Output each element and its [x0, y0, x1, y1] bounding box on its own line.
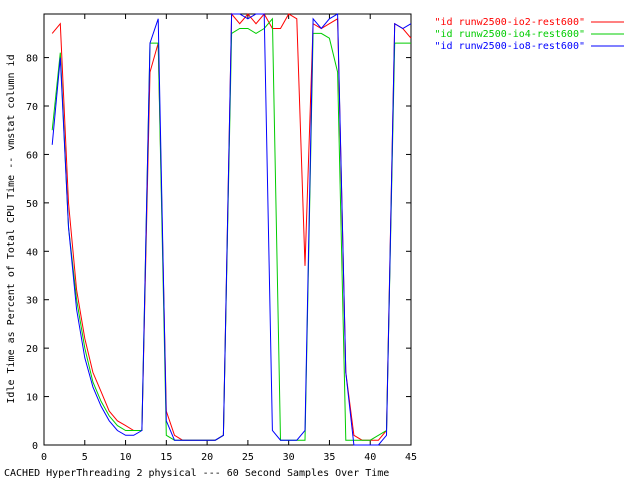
- x-tick-label: 0: [41, 452, 47, 463]
- x-tick-label: 15: [160, 452, 172, 463]
- x-tick-label: 35: [323, 452, 335, 463]
- y-tick-label: 40: [26, 247, 38, 258]
- series-lines: [51, 12, 412, 446]
- series-line-3: [51, 13, 412, 446]
- x-tick-label: 25: [242, 452, 254, 463]
- legend-label-3: "id runw2500-io8-rest600": [434, 41, 585, 52]
- x-tick-label: 30: [283, 452, 295, 463]
- y-tick-label: 30: [26, 296, 38, 307]
- legend-label-1: "id runw2500-io2-rest600": [434, 17, 585, 28]
- y-tick-label: 50: [26, 199, 38, 210]
- y-tick-label: 70: [26, 102, 38, 113]
- legend-label-2: "id runw2500-io4-rest600": [434, 29, 585, 40]
- series-line-2: [51, 17, 411, 441]
- y-tick-label: 0: [32, 441, 38, 452]
- x-tick-label: 5: [82, 452, 88, 463]
- x-tick-label: 10: [120, 452, 132, 463]
- y-tick-label: 10: [26, 393, 38, 404]
- series-line-1: [51, 12, 412, 441]
- legend: "id runw2500-io2-rest600""id runw2500-io…: [434, 17, 624, 52]
- y-tick-label: 80: [26, 54, 38, 65]
- y-axis-title: Idle Time as Percent of Total CPU Time -…: [6, 54, 17, 403]
- x-tick-label: 45: [405, 452, 417, 463]
- axis-ticks: 0 5 10 15 20 25 30 35 40 45 0 10 20 30 40 50 60 70 80: [26, 14, 417, 463]
- x-axis-title: CACHED HyperThreading 2 physical --- 60 …: [4, 468, 389, 479]
- x-tick-label: 20: [201, 452, 213, 463]
- plot-frame: [43, 13, 412, 446]
- y-tick-label: 60: [26, 150, 38, 161]
- x-tick-label: 40: [364, 452, 376, 463]
- y-tick-label: 20: [26, 344, 38, 355]
